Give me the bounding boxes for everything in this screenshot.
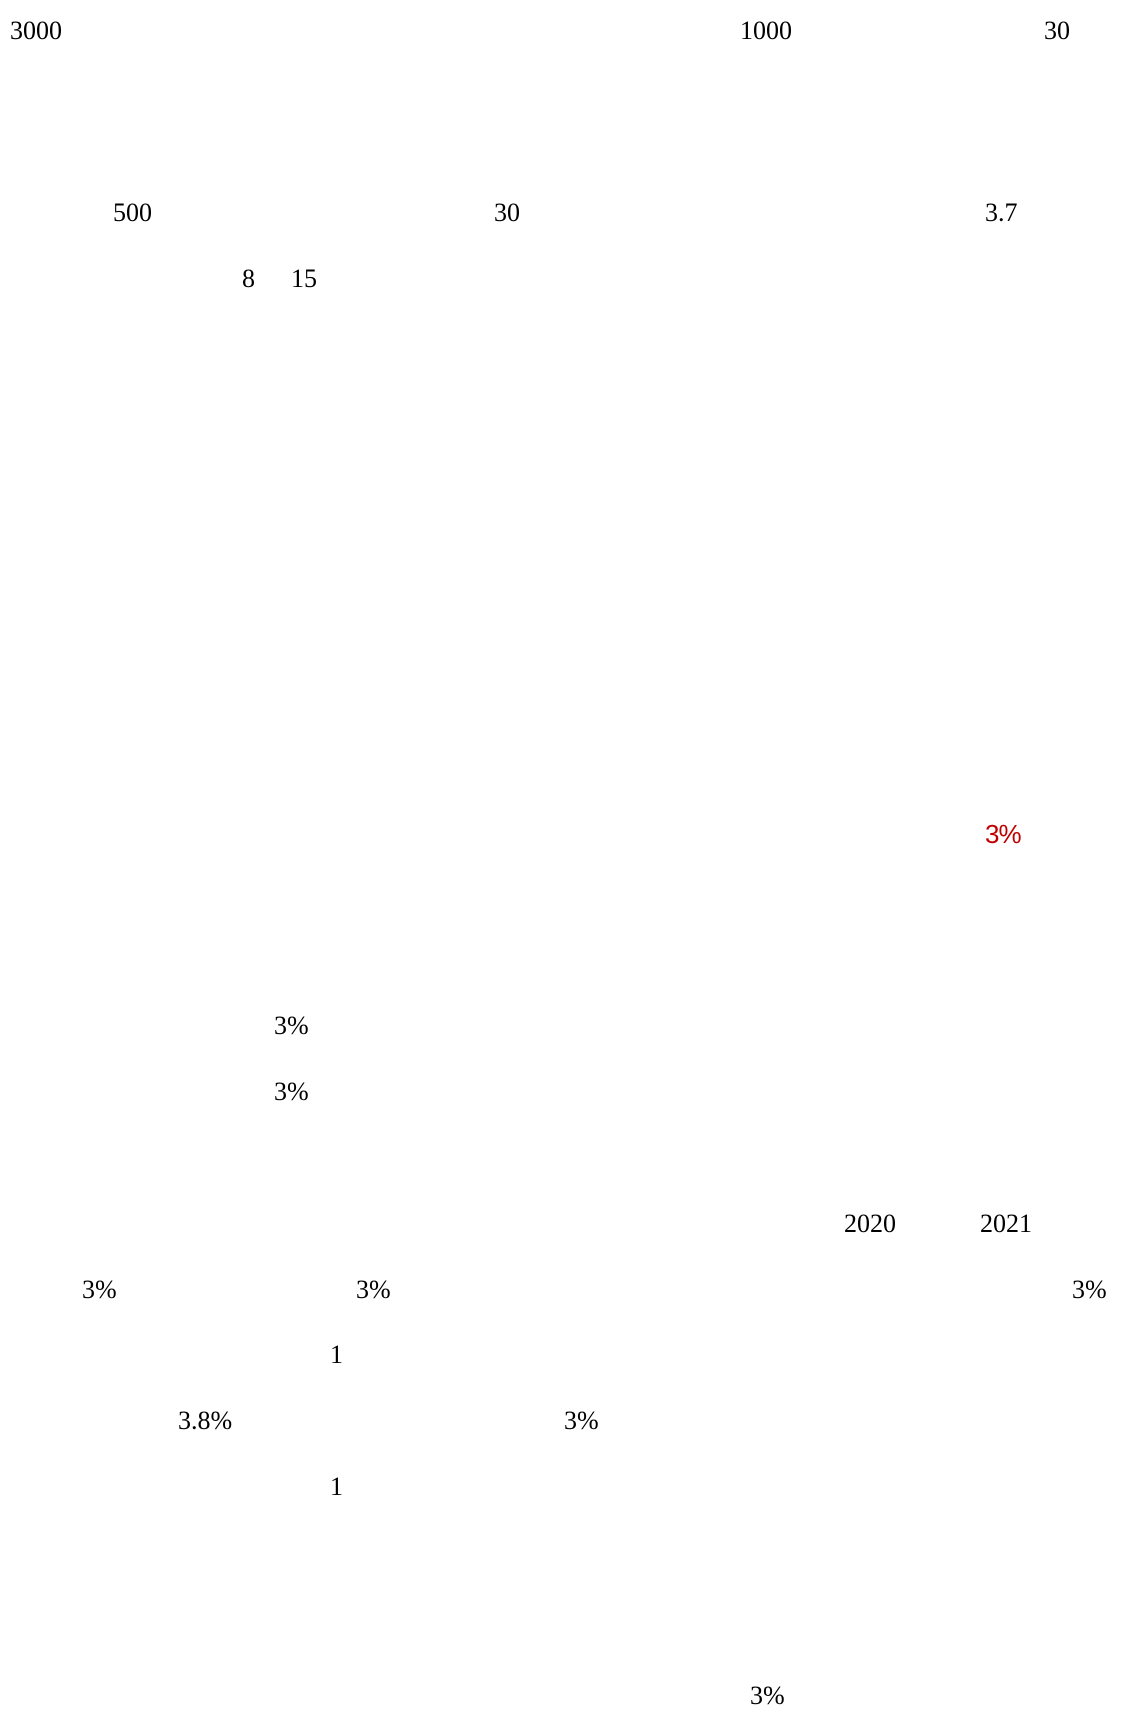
text-fragment: 3%: [274, 1077, 309, 1106]
text-fragment: 8: [242, 264, 255, 293]
text-fragment: 3%: [82, 1275, 117, 1304]
text-fragment: 30: [1044, 16, 1070, 45]
text-fragment: 2021: [980, 1209, 1032, 1238]
text-fragment: 1: [330, 1340, 343, 1369]
text-fragment: 2020: [844, 1209, 896, 1238]
text-fragment: 500: [113, 198, 152, 227]
text-fragment: 30: [494, 198, 520, 227]
text-fragment: 3%: [274, 1011, 309, 1040]
text-fragment: 3.8%: [178, 1406, 233, 1435]
text-fragment: 3%: [750, 1681, 785, 1710]
text-fragment: 1: [330, 1472, 343, 1501]
text-fragment: 3%: [1072, 1275, 1107, 1304]
highlighted-percentage: 3%: [985, 819, 1022, 849]
text-fragment: 3.7: [985, 198, 1018, 227]
text-fragment: 3%: [356, 1275, 391, 1304]
text-fragment: 15: [291, 264, 317, 293]
text-fragment: 1000: [740, 16, 792, 45]
text-fragment: 3%: [564, 1406, 599, 1435]
text-fragment: 3000: [10, 16, 62, 45]
